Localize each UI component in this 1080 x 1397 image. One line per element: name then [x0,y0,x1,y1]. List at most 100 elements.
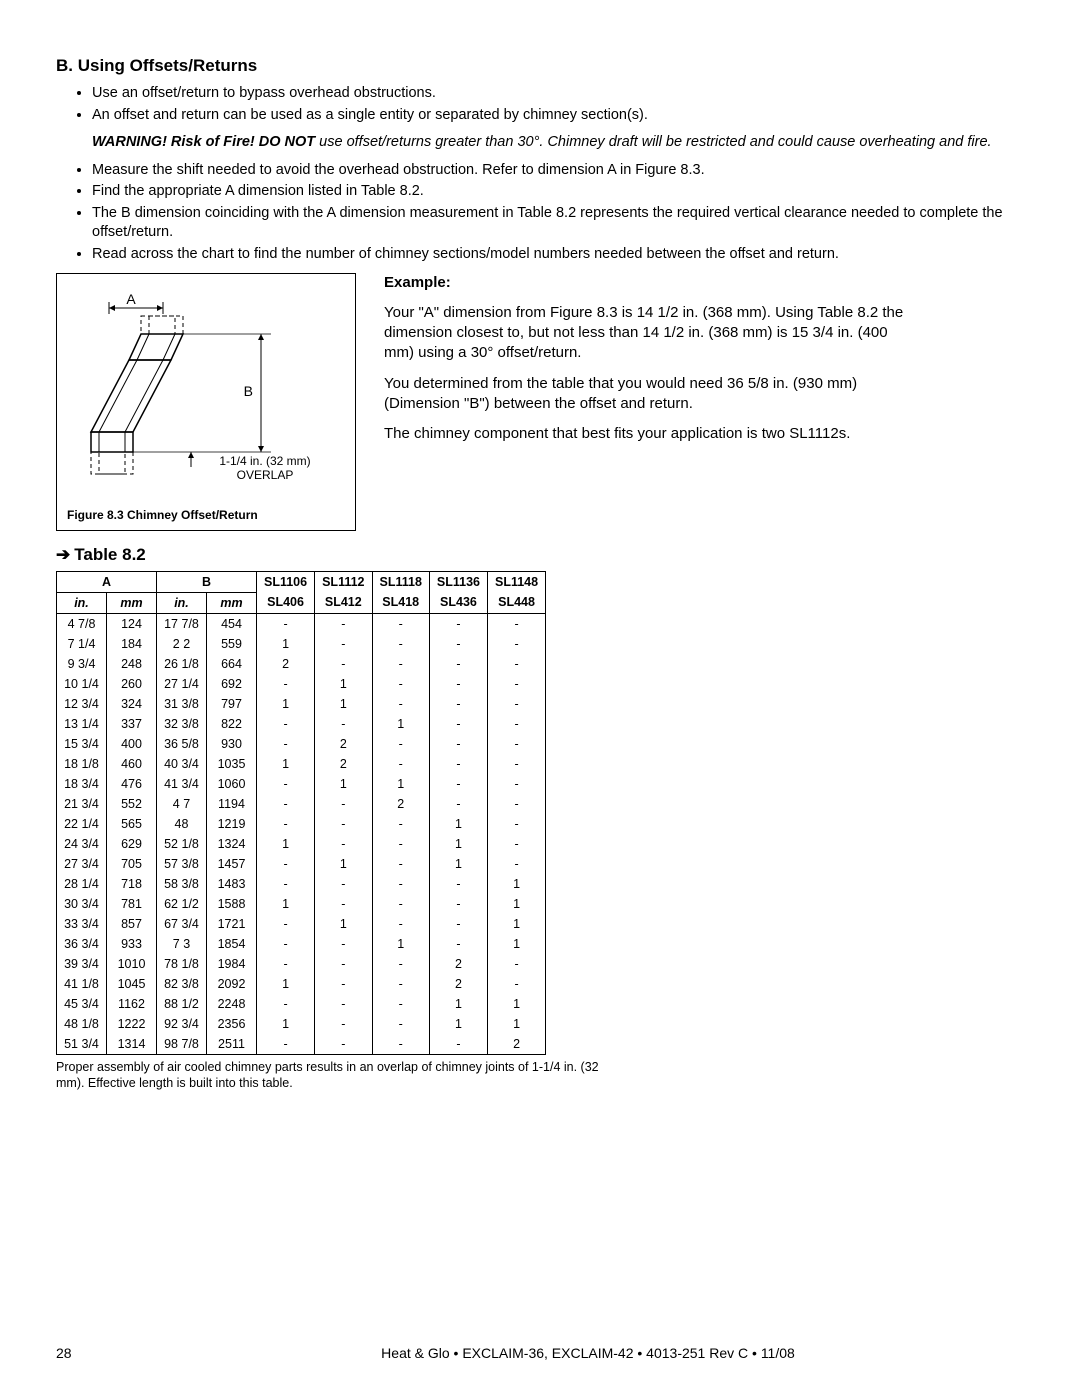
table-cell: 2 [429,974,487,994]
warning-body: use offset/returns greater than 30°. Chi… [315,134,991,150]
table-row: 24 3/462952 1/813241--1- [57,834,546,854]
table-cell: 1035 [207,754,257,774]
overlap-line2: OVERLAP [237,468,294,482]
table-cell: 57 3/8 [157,854,207,874]
table-cell: - [257,1034,315,1055]
figure-overlap: 1-1/4 in. (32 mm) OVERLAP [205,454,325,483]
table-cell: 1 [257,894,315,914]
table-cell: - [315,994,372,1014]
figure-box: A [56,273,356,531]
table-cell: 1 [429,994,487,1014]
table-cell: - [488,954,546,974]
table-cell: 1984 [207,954,257,974]
table-cell: 58 3/8 [157,874,207,894]
table-note: Proper assembly of air cooled chimney pa… [56,1059,616,1092]
table-cell: - [488,694,546,714]
table-heading-text: Table 8.2 [74,545,146,564]
table-cell: - [257,794,315,814]
table-cell: 337 [107,714,157,734]
table-cell: - [488,794,546,814]
table-cell: 476 [107,774,157,794]
table-cell: 2092 [207,974,257,994]
table-cell: - [257,613,315,634]
page-number: 28 [56,1345,152,1361]
table-cell: - [372,1014,429,1034]
table-cell: - [488,754,546,774]
table-cell: 718 [107,874,157,894]
table-cell: 17 7/8 [157,613,207,634]
table-row: 48 1/8122292 3/423561--11 [57,1014,546,1034]
table-cell: 1457 [207,854,257,874]
bullets-top: Use an offset/return to bypass overhead … [56,84,1024,125]
table-cell: - [372,634,429,654]
table-cell: - [315,814,372,834]
table-cell: 30 3/4 [57,894,107,914]
table-cell: 82 3/8 [157,974,207,994]
table-cell: 4 7/8 [57,613,107,634]
table-cell: 822 [207,714,257,734]
table-cell: 2 2 [157,634,207,654]
table-cell: 15 3/4 [57,734,107,754]
table-cell: 692 [207,674,257,694]
table-cell: 1854 [207,934,257,954]
table-cell: 1 [429,1014,487,1034]
table-cell: 41 3/4 [157,774,207,794]
table-cell: - [429,934,487,954]
th-col3-top: SL1136 [429,571,487,592]
table-cell: - [372,734,429,754]
table-cell: - [372,654,429,674]
table-cell: 28 1/4 [57,874,107,894]
table-cell: - [429,1034,487,1055]
th-col4-bot: SL448 [488,592,546,613]
table-cell: 1 [257,694,315,714]
table-cell: 1045 [107,974,157,994]
table-cell: 2 [315,754,372,774]
table-cell: - [315,834,372,854]
th-a-in: in. [57,592,107,613]
table-row: 15 3/440036 5/8930-2--- [57,734,546,754]
th-col0-bot: SL406 [257,592,315,613]
table-cell: 1 [372,934,429,954]
table-row: 39 3/4101078 1/81984---2- [57,954,546,974]
table-row: 36 3/49337 31854--1-1 [57,934,546,954]
table-row: 18 3/447641 3/41060-11-- [57,774,546,794]
table-cell: 7 3 [157,934,207,954]
table-cell: - [315,1014,372,1034]
table-row: 4 7/812417 7/8454----- [57,613,546,634]
table-cell: 184 [107,634,157,654]
table-cell: - [372,994,429,1014]
table-cell: - [257,734,315,754]
page: B. Using Offsets/Returns Use an offset/r… [0,0,1080,1397]
arrow-icon: ➔ [56,545,70,564]
bullet-item: Use an offset/return to bypass overhead … [92,84,1024,104]
bullet-item: An offset and return can be used as a si… [92,106,1024,126]
table-cell: - [372,754,429,774]
figure-example-row: A [56,273,1024,531]
bullet-item: The B dimension coinciding with the A di… [92,204,1024,243]
table-row: 7 1/41842 25591---- [57,634,546,654]
table-cell: - [429,874,487,894]
table-cell: - [488,654,546,674]
th-col3-bot: SL436 [429,592,487,613]
table-cell: - [429,694,487,714]
table-cell: - [257,934,315,954]
table-cell: 45 3/4 [57,994,107,1014]
table-cell: - [488,634,546,654]
table-row: 13 1/433732 3/8822--1-- [57,714,546,734]
dim-b-label: B [244,383,253,399]
table-cell: - [429,914,487,934]
table-cell: 1 [315,774,372,794]
table-cell: 98 7/8 [157,1034,207,1055]
table-cell: 18 1/8 [57,754,107,774]
table-cell: - [257,954,315,974]
table-cell: 400 [107,734,157,754]
table-cell: 26 1/8 [157,654,207,674]
table-cell: 1 [488,914,546,934]
table-cell: - [257,714,315,734]
table-cell: 1 [257,1014,315,1034]
table-cell: - [372,874,429,894]
table-cell: 62 1/2 [157,894,207,914]
table-cell: 18 3/4 [57,774,107,794]
table-cell: 78 1/8 [157,954,207,974]
table-cell: 52 1/8 [157,834,207,854]
